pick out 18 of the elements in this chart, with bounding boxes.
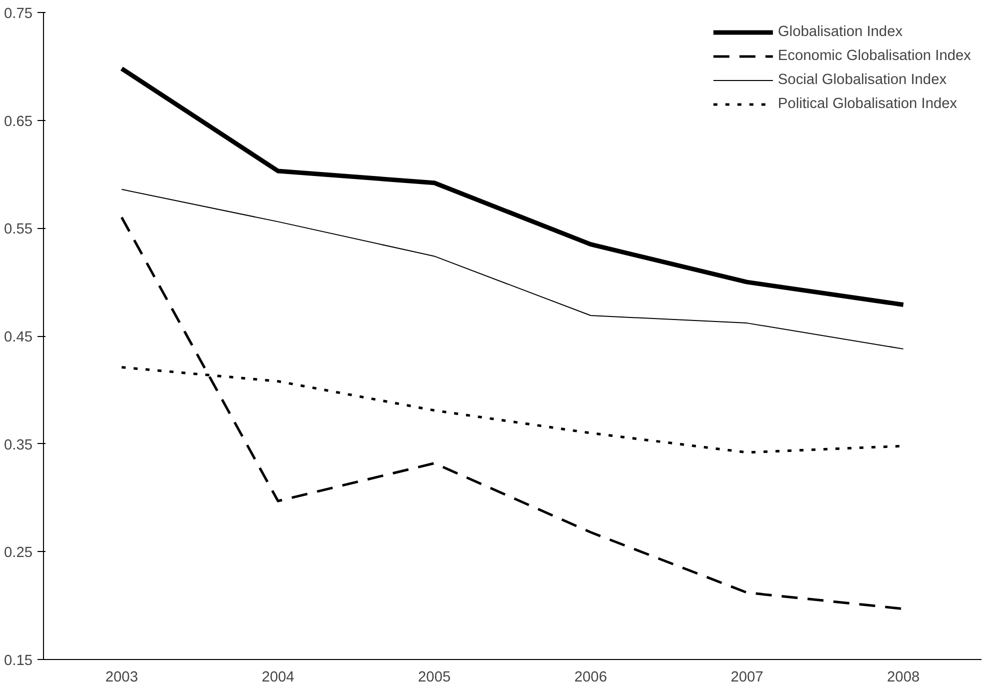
- y-tick-label: 0.55: [4, 222, 33, 238]
- x-tick-label: 2003: [105, 670, 138, 684]
- y-tick-label: 0.45: [4, 330, 33, 346]
- y-tick-label: 0.65: [4, 114, 33, 130]
- x-tick-label: 2007: [730, 670, 764, 684]
- y-tick-label: 0.25: [4, 545, 33, 562]
- legend-label: Social Globalisation Index: [778, 72, 947, 88]
- legend-label: Political Globalisation Index: [778, 96, 958, 112]
- x-tick-label: 2006: [574, 670, 607, 684]
- x-tick-label: 2004: [262, 670, 294, 684]
- y-tick-label: 0.15: [4, 653, 33, 669]
- legend-label: Globalisation Index: [778, 24, 903, 40]
- legend-label: Economic Globalisation Index: [778, 48, 971, 64]
- y-tick-label: 0.75: [4, 6, 33, 22]
- x-tick-label: 2005: [418, 670, 451, 684]
- y-tick-label: 0.35: [4, 437, 33, 454]
- x-tick-label: 2008: [887, 670, 920, 684]
- line-series: [121, 188, 904, 350]
